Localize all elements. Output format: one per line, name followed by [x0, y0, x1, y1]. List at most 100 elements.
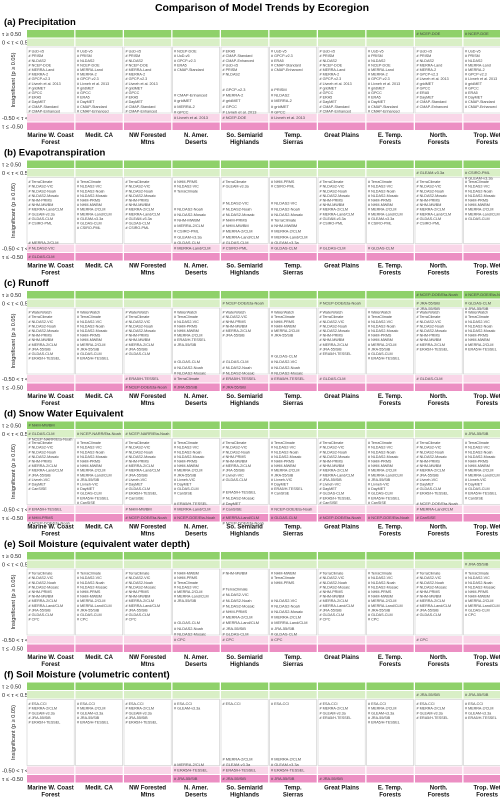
ecoregion-label: Trop. Wet [473, 264, 500, 270]
model-insignificant: # JRA-55/SiB [126, 716, 149, 720]
model-insignificant: # MERRA-2/CLM [368, 343, 396, 347]
ecoregion-label: Marine W. Coast [27, 394, 73, 400]
band-insignificant [75, 46, 124, 114]
band-strong-positive [172, 552, 220, 560]
band-strong-negative [172, 253, 220, 261]
model-insignificant: # NLDAS2-VIC [174, 446, 199, 450]
model-insignificant: # TerraClimate [465, 441, 489, 445]
band-strong-positive [269, 552, 317, 560]
band-strong-negative [221, 253, 269, 261]
model-insignificant: # NHM-MWBM [126, 338, 151, 342]
model-insignificant: # NLDAS2-Mosaic [126, 194, 156, 198]
y-label-insignificant: Insignificant (p ≥ 0.05) [11, 574, 17, 629]
model-insignificant: # NLDAS2-VIC [465, 320, 490, 324]
band-strong-negative [366, 253, 414, 261]
band-strong-negative [318, 644, 366, 652]
model-insignificant: # gridMET [29, 86, 47, 90]
model-insignificant: # NLDAS2-Noah [368, 450, 395, 454]
band-weak-negative [366, 244, 414, 252]
ecoregion-label: Forest [41, 140, 59, 146]
model-insignificant: # TerraClimate [29, 441, 53, 445]
band-insignificant [463, 699, 500, 766]
model-weak-negative: # NLDAS2-Mosaic [223, 603, 255, 608]
band-weak-positive [221, 560, 269, 568]
model-insignificant: # NLDAS2-Noah [29, 581, 56, 585]
y-label-strong-positive: τ ≥ 0.50 [2, 554, 21, 560]
model-insignificant: # ERA5/H-TESSEL [417, 716, 449, 720]
band-strong-negative [318, 383, 366, 391]
model-strong-negative: # NCEP-DOE/Eta-Noah [320, 515, 361, 520]
model-insignificant: # NLDAS2-Mosaic [29, 329, 59, 333]
ecoregion-column: # GLDAS-CLM# NLDAS2-Noah# NLDAS2-Mosaic#… [172, 552, 221, 668]
model-insignificant: # CMAP-Standard [29, 105, 59, 109]
model-insignificant: # MERRA-2/CLM [368, 469, 396, 473]
model-insignificant: # MERRA-Land/CLM [126, 212, 161, 216]
band-insignificant [414, 46, 463, 114]
ecoregion-label: Deserts [185, 662, 208, 668]
model-weak-positive: # JRA-55/SiB [465, 692, 489, 697]
band-strong-positive [366, 421, 414, 429]
model-strong-negative: # NCEP-DOE/Eta-Noah [126, 515, 167, 520]
band-strong-negative [318, 253, 366, 261]
model-insignificant: # GPCC [417, 86, 431, 90]
model-insignificant: # TerraClimate [77, 572, 101, 576]
band-strong-negative [124, 644, 172, 652]
band-weak-negative [318, 244, 366, 252]
band-strong-positive [124, 30, 172, 38]
ecoregion-column: # NCEP-DOE# UoD-v5# PRISM# NLDAS2# MERRA… [463, 30, 500, 146]
model-insignificant: # NHM-PRMS [368, 199, 392, 203]
model-insignificant: # NLDAS2-VIC [174, 320, 199, 324]
band-weak-positive [221, 430, 269, 438]
model-insignificant: # TerraClimate [417, 572, 441, 576]
band-weak-positive [269, 38, 317, 46]
band-weak-negative [366, 114, 414, 122]
y-label-insignificant: Insignificant (p ≥ 0.05) [11, 705, 17, 760]
band-weak-negative [269, 114, 317, 122]
model-insignificant: # ESA-CCI [417, 702, 435, 706]
model-insignificant: # NLDAS2-VIC [417, 576, 442, 580]
band-weak-negative [124, 636, 172, 644]
model-weak-positive: # JRA-55/SiB [417, 306, 441, 311]
model-insignificant: # GLDAS-CLM [465, 487, 490, 491]
band-insignificant [172, 46, 221, 114]
model-insignificant: # MERRA-2/CLM [417, 208, 445, 212]
panel-c: (c) Runoff τ ≥ 0.50 0 < τ < 0.50 Insignific… [2, 278, 500, 407]
model-insignificant: # TerraClimate [271, 576, 295, 580]
model-weak-negative: # Livneh et al. 2013 [223, 109, 257, 114]
model-weak-negative: # GLDAS-CLM [368, 246, 394, 251]
model-insignificant: # NLDAS2-Noah [465, 189, 492, 193]
ecoregion-column: # UoD-v5# PRISM# NLDAS2# NCEP-DOE# MERRA… [317, 30, 366, 139]
ecoregion-label: So. Semiarid [226, 525, 263, 531]
model-weak-positive: # JRA-55/SiB [417, 692, 441, 697]
band-weak-negative [463, 375, 500, 383]
model-weak-negative: # NCEP-DOE/Eta-Noah [271, 507, 312, 512]
model-weak-negative: # NHM-PRMS [223, 218, 248, 223]
model-insignificant: # DayMET [465, 483, 483, 487]
model-insignificant: # NLDAS2-VIC [465, 185, 490, 189]
band-weak-negative [318, 114, 366, 122]
model-insignificant: # Livneh-VIC [29, 478, 51, 482]
ecoregion-label: Great Plains [324, 525, 360, 531]
model-insignificant: # NLDAS2-Noah [320, 189, 347, 193]
model-insignificant: # JRA-55/SiB [320, 347, 343, 351]
model-weak-negative: # CSIRO-PML [174, 229, 200, 234]
model-insignificant: # MERRA-Land/CLM [77, 604, 112, 608]
band-weak-negative [75, 114, 123, 122]
ecoregion-column: # GPCP-v2.3# MERRA-2# gridMET# GPCC# Liv… [220, 30, 269, 146]
model-insignificant: # TerraClimate [29, 572, 53, 576]
ecoregion-label: So. Semiarid [226, 786, 263, 792]
ecoregion-label: N. Amer. [184, 525, 208, 531]
model-weak-negative: # GLDAS-CLM [223, 359, 249, 364]
model-insignificant: # JRA-55/SiB [417, 608, 440, 612]
model-weak-negative: # NLDAS2-Noah [174, 626, 203, 631]
ecoregion-column: # GLEAM-v3.3a# TerraClimate# NLDAS2-VIC#… [414, 160, 463, 277]
model-insignificant: # DayMET [29, 100, 47, 104]
model-insignificant: # NHM-PRMS [368, 334, 392, 338]
band-weak-negative [269, 636, 317, 644]
ecoregion-label: Sierras [283, 401, 304, 407]
model-weak-negative: # NLDAS2-Mosaic [271, 609, 303, 614]
model-insignificant: # NLDAS2-Noah [126, 450, 153, 454]
band-weak-positive [366, 38, 414, 46]
model-insignificant: # NHM-PRMS [320, 590, 344, 594]
ecoregion-column: # NCEP-DOE/Eta-Noah # GLDAS-CLM# NLDAS2-N… [220, 291, 269, 407]
